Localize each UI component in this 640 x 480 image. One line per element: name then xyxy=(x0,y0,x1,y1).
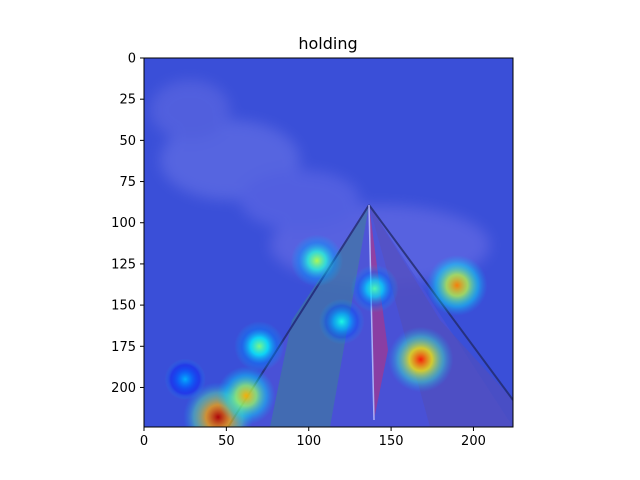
y-tick-label: 25 xyxy=(119,93,136,108)
heatmap-hotspot xyxy=(291,235,343,287)
y-tick-label: 200 xyxy=(111,381,136,396)
heatmap-hotspot xyxy=(426,255,487,316)
x-tick-label: 150 xyxy=(379,434,404,449)
heatmap-hotspot xyxy=(388,327,453,392)
x-tick-label: 50 xyxy=(218,434,235,449)
y-tick-label: 175 xyxy=(111,340,136,355)
y-tick-label: 75 xyxy=(119,175,136,190)
x-tick-label: 0 xyxy=(140,434,148,449)
y-tick-label: 100 xyxy=(111,216,136,231)
y-tick-label: 150 xyxy=(111,299,136,314)
y-tick-label: 50 xyxy=(119,134,136,149)
x-tick-label: 100 xyxy=(296,434,321,449)
heatmap-hotspot xyxy=(234,321,284,371)
y-axis: 0 25 50 75 100 125 150 175 200 xyxy=(111,52,144,396)
x-axis: 0 50 100 150 200 xyxy=(140,427,486,449)
x-tick-label: 200 xyxy=(461,434,486,449)
heatmap-hotspot xyxy=(319,299,365,345)
heatmap-hotspot xyxy=(217,366,276,425)
plot-area xyxy=(144,58,513,452)
heatmap-hotspot xyxy=(351,265,399,313)
heatmap-hotspot xyxy=(165,359,206,400)
y-tick-label: 0 xyxy=(128,52,136,67)
chart-title: holding xyxy=(298,34,357,53)
y-tick-label: 125 xyxy=(111,257,136,272)
